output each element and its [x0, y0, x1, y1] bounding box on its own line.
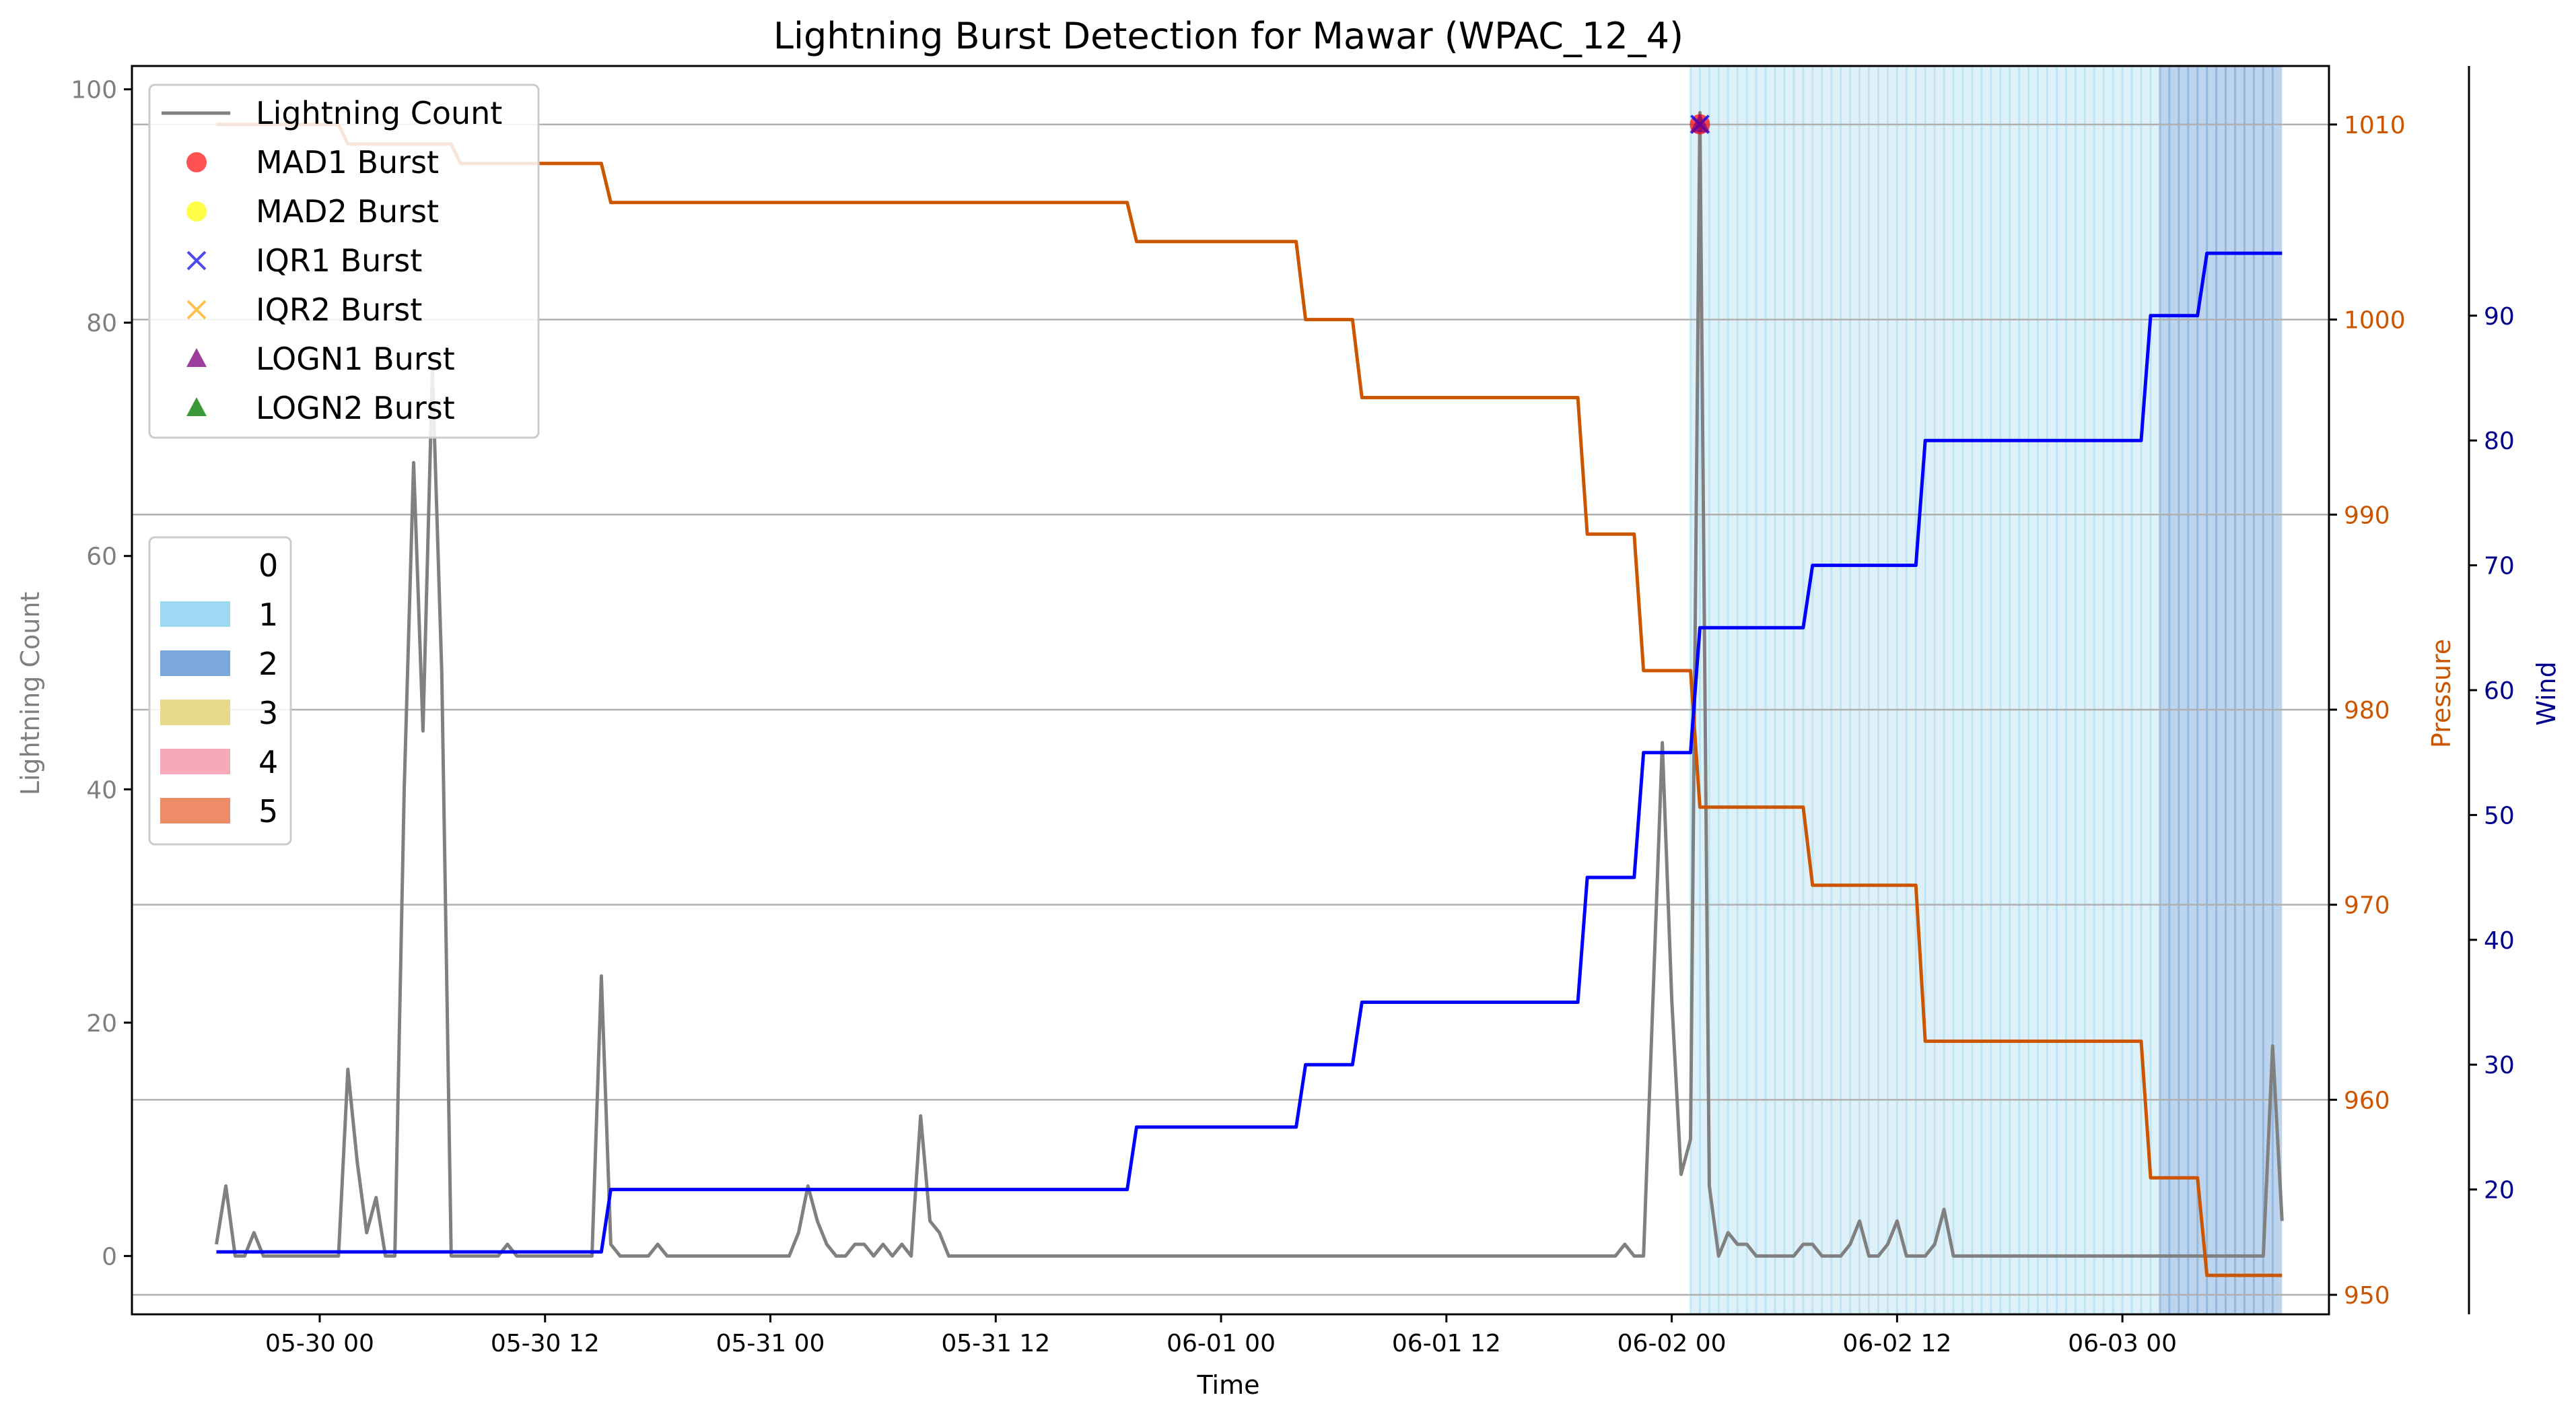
legend-label: 1 — [258, 597, 278, 633]
legend-circle-swatch — [186, 201, 207, 222]
x-tick-label: 06-03 00 — [2068, 1330, 2177, 1357]
left-tick-label: 60 — [86, 543, 117, 571]
pressure-tick-label: 1010 — [2344, 112, 2406, 139]
legend-label: 0 — [258, 547, 278, 584]
wind-tick-label: 70 — [2484, 553, 2515, 580]
legend-label: 3 — [258, 695, 278, 731]
legend-label: Lightning Count — [256, 95, 502, 131]
shaded-region-fill — [2159, 66, 2283, 1314]
legend-label: IQR2 Burst — [256, 292, 422, 328]
category-shading — [1689, 66, 2283, 1314]
series-wind — [216, 251, 2283, 1254]
x-tick-label: 05-31 12 — [941, 1330, 1050, 1357]
legend-entry: LOGN1 Burst — [186, 341, 455, 377]
legend-entry: MAD2 Burst — [186, 193, 439, 230]
left-tick-label: 20 — [86, 1010, 117, 1038]
legend-label: IQR1 Burst — [256, 242, 422, 279]
legend-entry: 4 — [160, 744, 278, 780]
legend-color-swatch — [160, 798, 230, 823]
wind-tick-label: 40 — [2484, 927, 2515, 955]
wind-tick-label: 80 — [2484, 428, 2515, 455]
shaded-region-1 — [1689, 66, 2160, 1314]
pressure-tick-label: 990 — [2344, 502, 2390, 529]
legend-color-swatch — [160, 749, 230, 774]
x-tick-label: 06-01 12 — [1392, 1330, 1501, 1357]
legend-entry: 0 — [160, 547, 278, 584]
legend-entry: Lightning Count — [162, 95, 502, 131]
legend-entry: MAD1 Burst — [186, 144, 439, 180]
chart-title: Lightning Burst Detection for Mawar (WPA… — [773, 15, 1683, 57]
tick-labels: 0204060801009509609709809901000101020304… — [71, 77, 2515, 1357]
x-tick-label: 05-30 12 — [491, 1330, 600, 1357]
legend-label: 2 — [258, 646, 278, 682]
left-tick-label: 100 — [71, 77, 117, 104]
logn1-burst-marker — [1690, 113, 1710, 133]
pressure-tick-label: 950 — [2344, 1282, 2390, 1310]
legend-markers: Lightning Count MAD1 Burst MAD2 Burst IQR1 … — [148, 83, 540, 439]
plot-frame — [131, 65, 2330, 1316]
grid — [132, 123, 2329, 1296]
left-axis-label: Lightning Count — [15, 592, 45, 796]
legend-color-swatch — [160, 650, 230, 676]
pressure-axis-label: Pressure — [2427, 639, 2456, 748]
legend-label: 4 — [258, 744, 278, 780]
legend-label: 5 — [258, 793, 278, 830]
legend-triangle-swatch — [186, 397, 207, 416]
x-tick-label: 06-02 12 — [1842, 1330, 1951, 1357]
left-tick-label: 40 — [86, 776, 117, 804]
marker-stroke — [186, 250, 207, 271]
legend-color-swatch — [160, 552, 230, 578]
legend-label: MAD2 Burst — [256, 193, 439, 230]
x-tick-label: 05-30 00 — [265, 1330, 374, 1357]
legend-entry: IQR1 Burst — [186, 242, 422, 279]
wind-axis-label: Wind — [2532, 661, 2561, 726]
legend-triangle-swatch — [186, 348, 207, 367]
wind-tick-label: 20 — [2484, 1177, 2515, 1205]
legend-x-swatch — [186, 300, 207, 320]
x-tick-label: 06-02 00 — [1617, 1330, 1727, 1357]
left-tick-label: 80 — [86, 310, 117, 337]
burst-markers — [1690, 113, 1710, 135]
wind-tick-label: 90 — [2484, 303, 2515, 331]
legend-entry: 2 — [160, 646, 278, 682]
legend-circle-swatch — [186, 152, 207, 172]
pressure-tick-label: 960 — [2344, 1087, 2390, 1114]
wind-tick-label: 60 — [2484, 677, 2515, 705]
shaded-region-fill — [1690, 66, 2160, 1314]
wind-tick-label: 50 — [2484, 802, 2515, 830]
wind-tick-label: 30 — [2484, 1052, 2515, 1079]
legend-label: MAD1 Burst — [256, 144, 439, 180]
legend-color-swatch — [160, 700, 230, 725]
pressure-tick-label: 1000 — [2344, 307, 2406, 335]
marker-stroke — [186, 300, 207, 320]
legend-label: LOGN1 Burst — [256, 341, 455, 377]
x-tick-label: 06-01 00 — [1167, 1330, 1276, 1357]
pressure-tick-label: 980 — [2344, 697, 2390, 724]
legend-label: LOGN2 Burst — [256, 390, 455, 426]
legend-entry: 3 — [160, 695, 278, 731]
legend-entry: LOGN2 Burst — [186, 390, 455, 426]
legend-entry: 1 — [160, 597, 278, 633]
legend-entry: IQR2 Burst — [186, 292, 422, 328]
legend-x-swatch — [186, 250, 207, 271]
x-tick-label: 05-31 00 — [716, 1330, 825, 1357]
pressure-tick-label: 970 — [2344, 892, 2390, 920]
legend-entry: 5 — [160, 793, 278, 830]
left-tick-label: 0 — [102, 1243, 117, 1271]
legend-box — [148, 83, 540, 439]
shaded-region-2 — [2159, 66, 2283, 1314]
legend-categories: 0 1 2 3 4 5 — [148, 536, 292, 846]
series-lightning-count — [215, 110, 2284, 1258]
legend-color-swatch — [160, 601, 230, 627]
x-axis-label: Time — [1197, 1370, 1260, 1400]
